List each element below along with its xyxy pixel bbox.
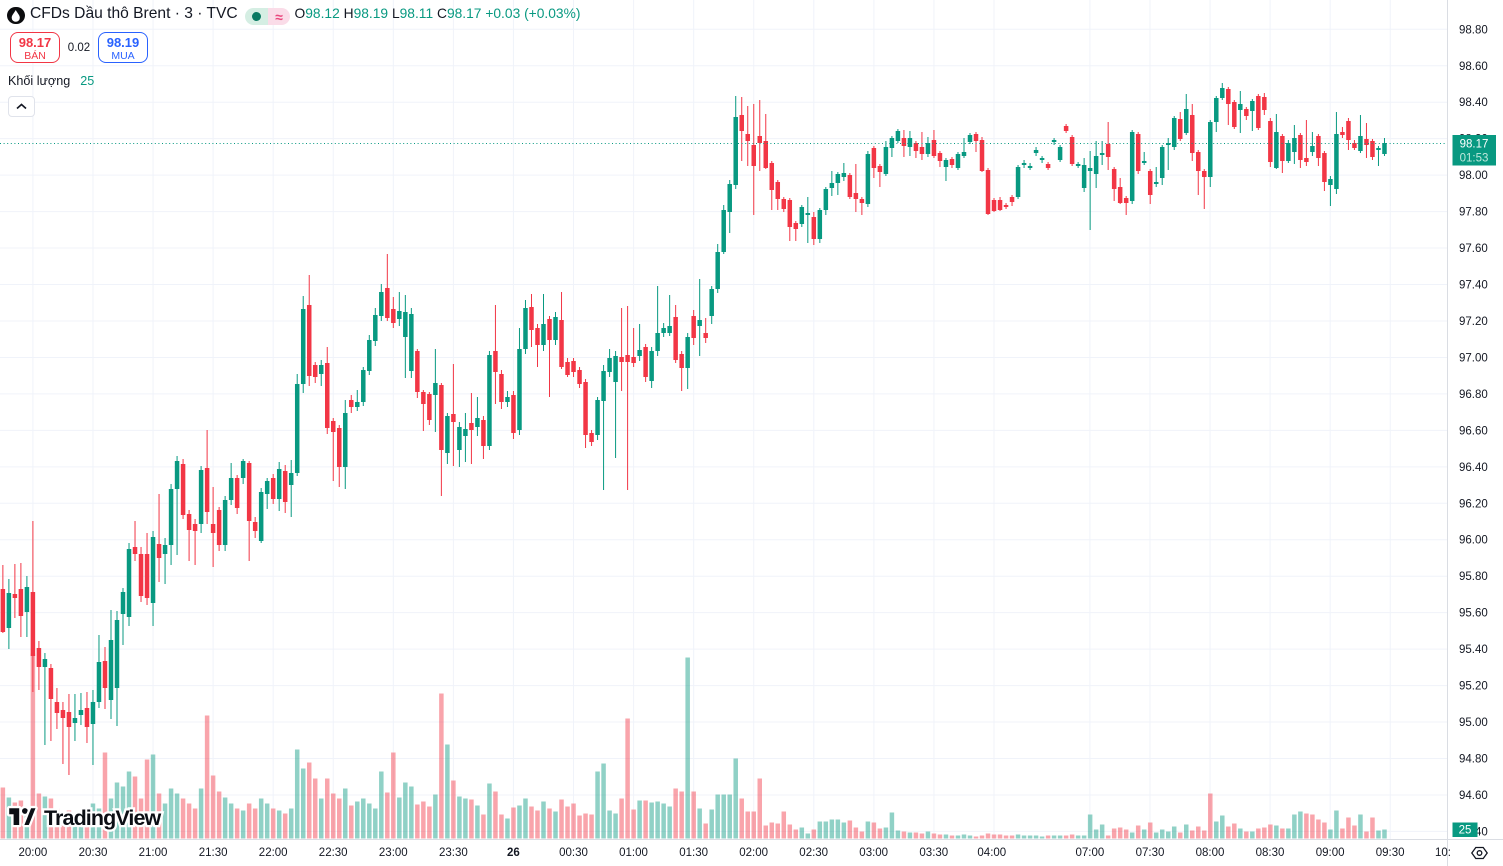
svg-text:98.00: 98.00 <box>1459 170 1488 182</box>
svg-text:10:: 10: <box>1435 847 1451 859</box>
svg-text:04:00: 04:00 <box>977 847 1006 859</box>
svg-text:96.80: 96.80 <box>1459 389 1488 401</box>
svg-text:97.00: 97.00 <box>1459 352 1488 364</box>
svg-text:96.60: 96.60 <box>1459 425 1488 437</box>
svg-text:01:53: 01:53 <box>1460 153 1489 165</box>
svg-text:01:00: 01:00 <box>619 847 648 859</box>
svg-text:21:30: 21:30 <box>199 847 228 859</box>
svg-text:02:30: 02:30 <box>799 847 828 859</box>
svg-text:98.80: 98.80 <box>1459 24 1488 36</box>
svg-text:07:30: 07:30 <box>1136 847 1165 859</box>
svg-text:97.60: 97.60 <box>1459 243 1488 255</box>
svg-text:08:00: 08:00 <box>1196 847 1225 859</box>
svg-text:TradingView: TradingView <box>44 806 162 830</box>
svg-text:23:30: 23:30 <box>439 847 468 859</box>
svg-text:98.17: 98.17 <box>1460 139 1489 151</box>
svg-text:09:30: 09:30 <box>1376 847 1405 859</box>
svg-text:21:00: 21:00 <box>139 847 168 859</box>
svg-text:98.60: 98.60 <box>1459 61 1488 73</box>
svg-text:96.20: 96.20 <box>1459 498 1488 510</box>
svg-text:98.40: 98.40 <box>1459 97 1488 109</box>
svg-text:01:30: 01:30 <box>679 847 708 859</box>
svg-text:07:00: 07:00 <box>1076 847 1105 859</box>
svg-text:26: 26 <box>507 847 520 859</box>
svg-text:96.40: 96.40 <box>1459 462 1488 474</box>
svg-text:95.20: 95.20 <box>1459 681 1488 693</box>
svg-text:09:00: 09:00 <box>1316 847 1345 859</box>
svg-text:94.60: 94.60 <box>1459 790 1488 802</box>
svg-text:96.00: 96.00 <box>1459 535 1488 547</box>
svg-text:02:00: 02:00 <box>739 847 768 859</box>
svg-text:08:30: 08:30 <box>1256 847 1285 859</box>
svg-text:00:30: 00:30 <box>559 847 588 859</box>
svg-text:97.20: 97.20 <box>1459 316 1488 328</box>
svg-text:25: 25 <box>1459 825 1472 837</box>
svg-text:22:30: 22:30 <box>319 847 348 859</box>
svg-text:95.40: 95.40 <box>1459 644 1488 656</box>
svg-text:94.80: 94.80 <box>1459 754 1488 766</box>
svg-text:95.80: 95.80 <box>1459 571 1488 583</box>
svg-text:03:00: 03:00 <box>859 847 888 859</box>
svg-text:22:00: 22:00 <box>259 847 288 859</box>
svg-text:97.80: 97.80 <box>1459 207 1488 219</box>
svg-text:95.60: 95.60 <box>1459 608 1488 620</box>
svg-text:95.00: 95.00 <box>1459 717 1488 729</box>
svg-text:20:30: 20:30 <box>79 847 108 859</box>
svg-text:97.40: 97.40 <box>1459 280 1488 292</box>
svg-text:03:30: 03:30 <box>919 847 948 859</box>
svg-text:23:00: 23:00 <box>379 847 408 859</box>
svg-text:20:00: 20:00 <box>19 847 48 859</box>
